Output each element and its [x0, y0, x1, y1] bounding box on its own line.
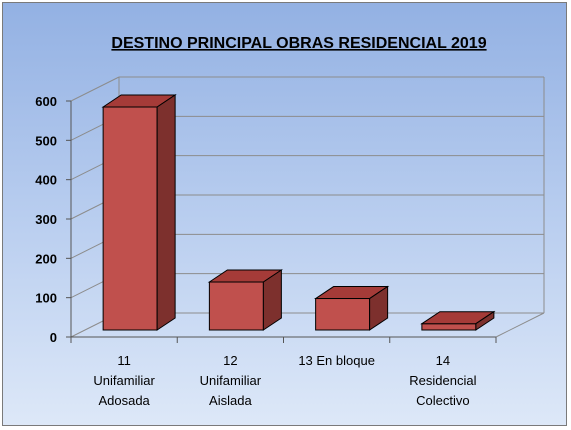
- category-label: Residencial: [409, 373, 476, 388]
- bar: [101, 94, 177, 331]
- category-label: Unifamiliar: [200, 373, 262, 388]
- category-label: Adosada: [98, 393, 150, 408]
- chart-title: DESTINO PRINCIPAL OBRAS RESIDENCIAL 2019: [111, 35, 486, 52]
- bar-front: [421, 323, 477, 331]
- category-label: Unifamiliar: [93, 373, 155, 388]
- category-label: 13 En bloque: [298, 353, 375, 368]
- bar-front: [208, 281, 264, 331]
- bar-side: [475, 310, 495, 331]
- y-tick-label: 100: [35, 291, 57, 306]
- bar: [420, 310, 496, 331]
- bar-side: [369, 285, 389, 331]
- y-tick-label: 0: [50, 330, 57, 345]
- category-label: 14: [436, 353, 450, 368]
- y-tick-label: 500: [35, 133, 57, 148]
- bar-front: [315, 298, 371, 331]
- floor-right-edge: [495, 312, 545, 338]
- gridline-depth: [70, 76, 120, 102]
- category-label: Aislada: [209, 393, 252, 408]
- bar-chart: DESTINO PRINCIPAL OBRAS RESIDENCIAL 2019…: [35, 35, 545, 408]
- bars: [101, 94, 496, 331]
- y-tick-label: 300: [35, 212, 57, 227]
- bar-front: [102, 106, 158, 331]
- bar: [207, 269, 284, 331]
- category-label: Colectivo: [416, 393, 469, 408]
- chart-frame: DESTINO PRINCIPAL OBRAS RESIDENCIAL 2019…: [2, 2, 567, 426]
- category-label: 12: [223, 353, 237, 368]
- y-tick-label: 400: [35, 173, 57, 188]
- category-label: 11: [117, 353, 131, 368]
- y-tick-label: 600: [35, 94, 57, 109]
- bar-side: [262, 269, 282, 331]
- bar-side: [156, 94, 176, 331]
- bar: [313, 285, 390, 331]
- grid-lines: [70, 76, 544, 338]
- axis-labels: 0 100 200 300 400 500 600 11 Unifamiliar Adosada 1…: [35, 94, 476, 408]
- y-tick-label: 200: [35, 251, 57, 266]
